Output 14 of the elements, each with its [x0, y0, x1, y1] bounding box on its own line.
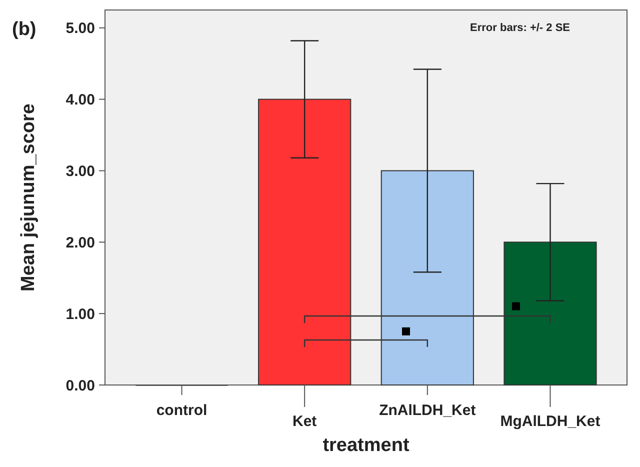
annotation: Error bars: +/- 2 SE: [470, 22, 570, 34]
y-tick-label: 2.00: [66, 234, 95, 252]
y-tick-label: 0.00: [66, 377, 95, 394]
x-tick-label: MgAlLDH_Ket: [500, 413, 600, 430]
y-tick-label: 1.00: [66, 306, 95, 323]
y-tick-label: 5.00: [66, 20, 95, 38]
y-tick-label: 4.00: [66, 92, 95, 109]
y-axis-title: Mean jejunum_score: [18, 104, 39, 292]
x-tick-label: control: [156, 402, 208, 419]
x-tick-label: ZnAlLDH_Ket: [379, 402, 476, 419]
text: (b): [12, 18, 36, 40]
x-axis-title: treatment: [322, 435, 410, 456]
x-tick-label: Ket: [292, 413, 317, 430]
y-tick-label: 3.00: [66, 162, 95, 180]
